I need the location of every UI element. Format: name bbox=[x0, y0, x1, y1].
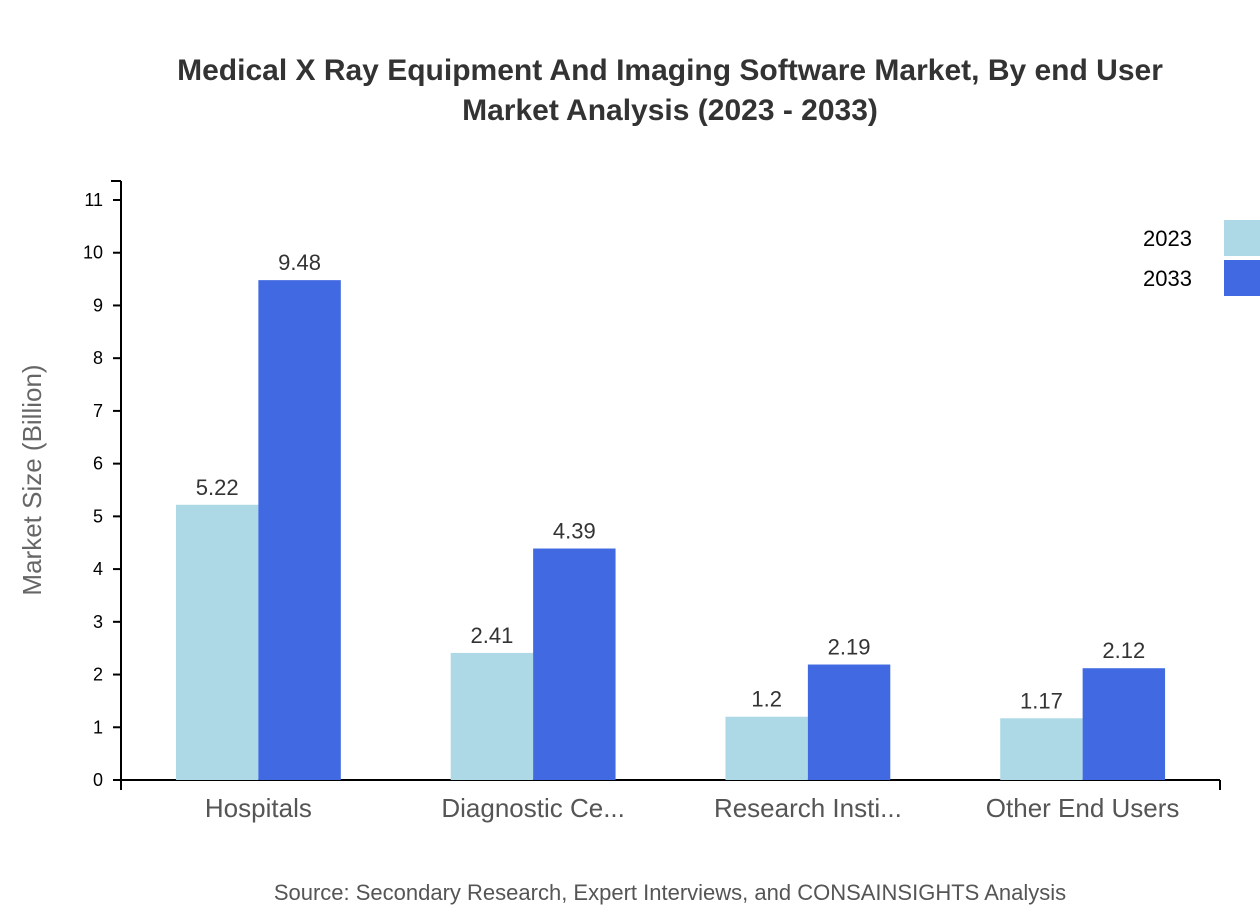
data-label: 4.39 bbox=[553, 519, 596, 544]
y-tick-label: 9 bbox=[93, 295, 103, 315]
data-label: 1.17 bbox=[1020, 688, 1063, 713]
y-tick-label: 0 bbox=[93, 770, 103, 790]
source-note: Source: Secondary Research, Expert Inter… bbox=[274, 880, 1066, 905]
bar-2033 bbox=[1082, 668, 1166, 780]
y-tick-label: 6 bbox=[93, 454, 103, 474]
bar-2033 bbox=[807, 664, 891, 780]
data-label: 5.22 bbox=[196, 475, 239, 500]
bar-2033 bbox=[258, 280, 341, 780]
legend-label: 2023 bbox=[1143, 226, 1192, 251]
x-axis: Hospitals Diagnostic Ce... Research Insti.… bbox=[120, 779, 1221, 823]
x-tick-label: Research Insti... bbox=[714, 793, 902, 823]
x-tick-label: Diagnostic Ce... bbox=[441, 793, 625, 823]
bar-2023 bbox=[450, 652, 534, 780]
legend-swatch-2033 bbox=[1224, 260, 1260, 296]
y-tick-label: 3 bbox=[93, 612, 103, 632]
legend: 2023 2033 bbox=[1143, 220, 1260, 296]
data-label: 2.12 bbox=[1102, 638, 1145, 663]
y-axis-label: Market Size (Billion) bbox=[17, 364, 47, 595]
y-tick-label: 8 bbox=[93, 348, 103, 368]
bar-2023 bbox=[175, 504, 259, 780]
chart-subtitle: Market Analysis (2023 - 2033) bbox=[462, 94, 878, 127]
data-label: 9.48 bbox=[278, 250, 321, 275]
y-tick-label: 10 bbox=[83, 243, 103, 263]
y-tick-label: 11 bbox=[84, 190, 103, 210]
data-label: 2.41 bbox=[470, 623, 513, 648]
y-tick-label: 2 bbox=[93, 665, 103, 685]
data-label: 1.2 bbox=[751, 687, 782, 712]
legend-label: 2033 bbox=[1143, 266, 1192, 291]
y-axis: 0 1 2 3 4 5 6 7 8 9 10 11 bbox=[83, 180, 122, 790]
bar-2023 bbox=[725, 716, 808, 780]
data-label: 2.19 bbox=[828, 635, 871, 660]
y-tick-label: 4 bbox=[93, 559, 103, 579]
y-tick-label: 5 bbox=[93, 506, 103, 526]
y-tick-label: 1 bbox=[93, 717, 103, 737]
bar-2033 bbox=[533, 548, 616, 780]
bar-2023 bbox=[1000, 718, 1083, 780]
x-tick-label: Other End Users bbox=[986, 793, 1180, 823]
y-tick-label: 7 bbox=[93, 401, 103, 421]
chart-title: Medical X Ray Equipment And Imaging Soft… bbox=[177, 54, 1163, 87]
bars: 5.22 9.48 2.41 4.39 1.2 2.19 1.17 2.12 bbox=[175, 250, 1166, 780]
legend-swatch-2023 bbox=[1224, 220, 1260, 256]
x-tick-label: Hospitals bbox=[205, 793, 312, 823]
